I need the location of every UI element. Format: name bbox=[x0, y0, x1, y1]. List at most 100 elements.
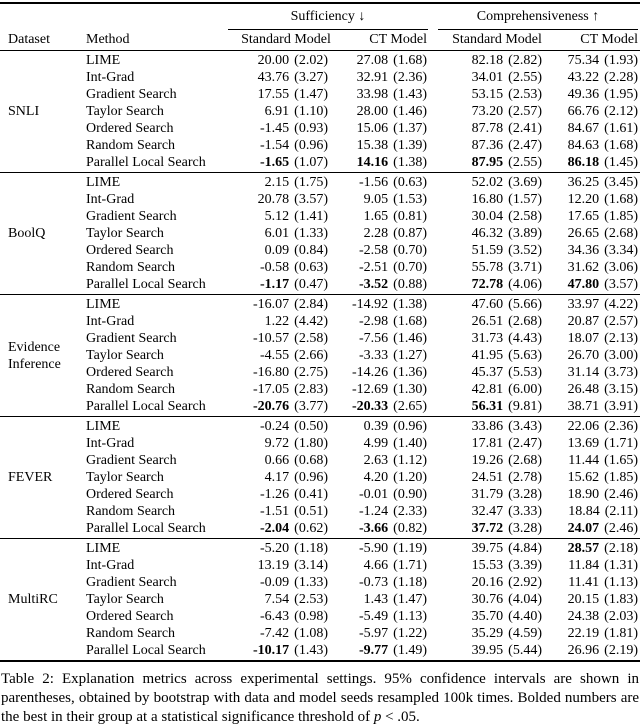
metric-cell-suff-ct: -3.52 (0.88) bbox=[344, 276, 428, 293]
metric-cell-suff-standard: -1.26 (0.41) bbox=[228, 486, 344, 503]
metric-ci: (2.33) bbox=[393, 504, 427, 519]
metric-cell-comp-standard: 55.78 (3.71) bbox=[438, 259, 556, 276]
metric-value: 22.06 bbox=[567, 419, 600, 434]
table-row: Int-Grad 20.78 (3.57) 9.05 (1.53) 16.80 (1.… bbox=[86, 191, 640, 208]
metric-ci: (3.27) bbox=[294, 70, 328, 85]
metric-value: 11.41 bbox=[568, 575, 600, 590]
metric-value: 38.71 bbox=[567, 399, 600, 414]
metric-value: 13.69 bbox=[567, 436, 600, 451]
metric-cell-suff-ct: 27.08 (1.68) bbox=[344, 52, 428, 69]
metric-ci: (1.38) bbox=[393, 155, 427, 170]
metric-ci: (2.65) bbox=[393, 399, 427, 414]
metric-cell-suff-standard: -6.43 (0.98) bbox=[228, 608, 344, 625]
metric-cell-comp-standard: 20.16 (2.92) bbox=[438, 574, 556, 591]
metric-ci: (1.43) bbox=[294, 643, 328, 658]
metric-ci: (1.38) bbox=[393, 297, 427, 312]
metric-ci: (1.75) bbox=[294, 175, 328, 190]
metric-cell-comp-ct: 26.65 (2.68) bbox=[556, 225, 640, 242]
metric-value: 45.37 bbox=[471, 365, 504, 380]
table-row: LIME -5.20 (1.18) -5.90 (1.19) 39.75 (4.84)… bbox=[86, 540, 640, 557]
metric-ci: (4.40) bbox=[508, 609, 542, 624]
method-label: Taylor Search bbox=[86, 226, 164, 241]
metric-ci: (0.98) bbox=[294, 609, 328, 624]
group-rows: LIME -16.07 (2.84) -14.92 (1.38) 47.60 (5.6… bbox=[86, 295, 640, 416]
metric-cell-comp-standard: 42.81 (6.00) bbox=[438, 381, 556, 398]
metric-ci: (2.53) bbox=[508, 87, 542, 102]
metric-value: -3.52 bbox=[359, 277, 389, 292]
table-row: Int-Grad 13.19 (3.14) 4.66 (1.71) 15.53 (3.… bbox=[86, 557, 640, 574]
metric-value: 2.28 bbox=[363, 226, 389, 241]
col-header-comp-standard: Standard Model bbox=[452, 32, 542, 47]
metric-cell-suff-standard: -20.76 (3.77) bbox=[228, 398, 344, 415]
metric-value: 33.97 bbox=[567, 297, 600, 312]
metric-value: 26.51 bbox=[471, 314, 504, 329]
method-label: Int-Grad bbox=[86, 558, 135, 573]
dataset-group: FEVER LIME -0.24 (0.50) 0.39 (0.96) 33.86 (… bbox=[0, 416, 640, 538]
metric-cell-comp-standard: 47.60 (5.66) bbox=[438, 296, 556, 313]
table-row: Gradient Search -0.09 (1.33) -0.73 (1.18) … bbox=[86, 574, 640, 591]
metric-ci: (3.43) bbox=[508, 419, 542, 434]
metric-cell-suff-standard: 1.22 (4.42) bbox=[228, 313, 344, 330]
metric-cell-comp-ct: 17.65 (1.85) bbox=[556, 208, 640, 225]
column-gap bbox=[428, 86, 438, 103]
metric-ci: (2.47) bbox=[508, 436, 542, 451]
method-label: Random Search bbox=[86, 138, 176, 153]
metric-cell-suff-standard: -10.57 (2.58) bbox=[228, 330, 344, 347]
metric-value: 1.22 bbox=[264, 314, 290, 329]
metric-cell-suff-standard: -0.58 (0.63) bbox=[228, 259, 344, 276]
column-gap bbox=[428, 120, 438, 137]
metric-cell-suff-standard: 17.55 (1.47) bbox=[228, 86, 344, 103]
metric-cell-comp-ct: 18.90 (2.46) bbox=[556, 486, 640, 503]
table-row: Random Search -7.42 (1.08) -5.97 (1.22) 35… bbox=[86, 625, 640, 642]
metric-cell-comp-ct: 24.07 (2.46) bbox=[556, 520, 640, 537]
metric-cell-comp-ct: 31.14 (3.73) bbox=[556, 364, 640, 381]
metric-cell-comp-standard: 56.31 (9.81) bbox=[438, 398, 556, 415]
method-label: Int-Grad bbox=[86, 436, 135, 451]
metric-ci: (2.75) bbox=[294, 365, 328, 380]
metric-cell-suff-ct: -20.33 (2.65) bbox=[344, 398, 428, 415]
metric-value: 6.01 bbox=[264, 226, 290, 241]
metric-ci: (1.07) bbox=[294, 155, 328, 170]
metric-cell-comp-standard: 82.18 (2.82) bbox=[438, 52, 556, 69]
metric-ci: (5.66) bbox=[508, 297, 542, 312]
header-sub-row: Dataset Method Standard Model CT Model S… bbox=[0, 30, 640, 50]
metric-value: -9.77 bbox=[359, 643, 389, 658]
metric-ci: (2.36) bbox=[604, 419, 638, 434]
method-label: Int-Grad bbox=[86, 314, 135, 329]
metric-ci: (0.96) bbox=[393, 419, 427, 434]
metric-value: 0.39 bbox=[363, 419, 389, 434]
metric-cell-comp-ct: 18.07 (2.13) bbox=[556, 330, 640, 347]
metric-ci: (1.85) bbox=[604, 470, 638, 485]
metric-cell-suff-ct: -2.58 (0.70) bbox=[344, 242, 428, 259]
metric-cell-suff-ct: 15.38 (1.39) bbox=[344, 137, 428, 154]
metric-value: 32.47 bbox=[471, 504, 504, 519]
metric-ci: (2.84) bbox=[294, 297, 328, 312]
method-label: Parallel Local Search bbox=[86, 643, 206, 658]
metric-value: 37.72 bbox=[471, 521, 504, 536]
metric-ci: (0.50) bbox=[294, 419, 328, 434]
metric-ci: (0.68) bbox=[294, 453, 328, 468]
metric-value: 4.66 bbox=[363, 558, 389, 573]
metric-ci: (1.47) bbox=[294, 87, 328, 102]
metric-cell-suff-standard: -1.65 (1.07) bbox=[228, 154, 344, 171]
metric-value: 35.29 bbox=[471, 626, 504, 641]
metric-value: 26.70 bbox=[567, 348, 600, 363]
method-label: Ordered Search bbox=[86, 365, 174, 380]
method-label: Parallel Local Search bbox=[86, 521, 206, 536]
metric-value: -12.69 bbox=[352, 382, 389, 397]
metric-cell-suff-ct: -14.26 (1.36) bbox=[344, 364, 428, 381]
metric-cell-suff-standard: 2.15 (1.75) bbox=[228, 174, 344, 191]
method-label: Gradient Search bbox=[86, 331, 177, 346]
metric-ci: (1.57) bbox=[508, 192, 542, 207]
metric-ci: (1.68) bbox=[393, 314, 427, 329]
metric-ci: (1.83) bbox=[604, 592, 638, 607]
metric-value: -1.51 bbox=[260, 504, 290, 519]
metric-ci: (0.88) bbox=[393, 277, 427, 292]
column-gap bbox=[428, 296, 438, 313]
metric-value: 9.72 bbox=[264, 436, 290, 451]
metric-cell-comp-standard: 72.78 (4.06) bbox=[438, 276, 556, 293]
metric-cell-suff-standard: 6.91 (1.10) bbox=[228, 103, 344, 120]
column-gap bbox=[428, 347, 438, 364]
metric-cell-comp-ct: 84.63 (1.68) bbox=[556, 137, 640, 154]
metric-value: 0.66 bbox=[264, 453, 290, 468]
